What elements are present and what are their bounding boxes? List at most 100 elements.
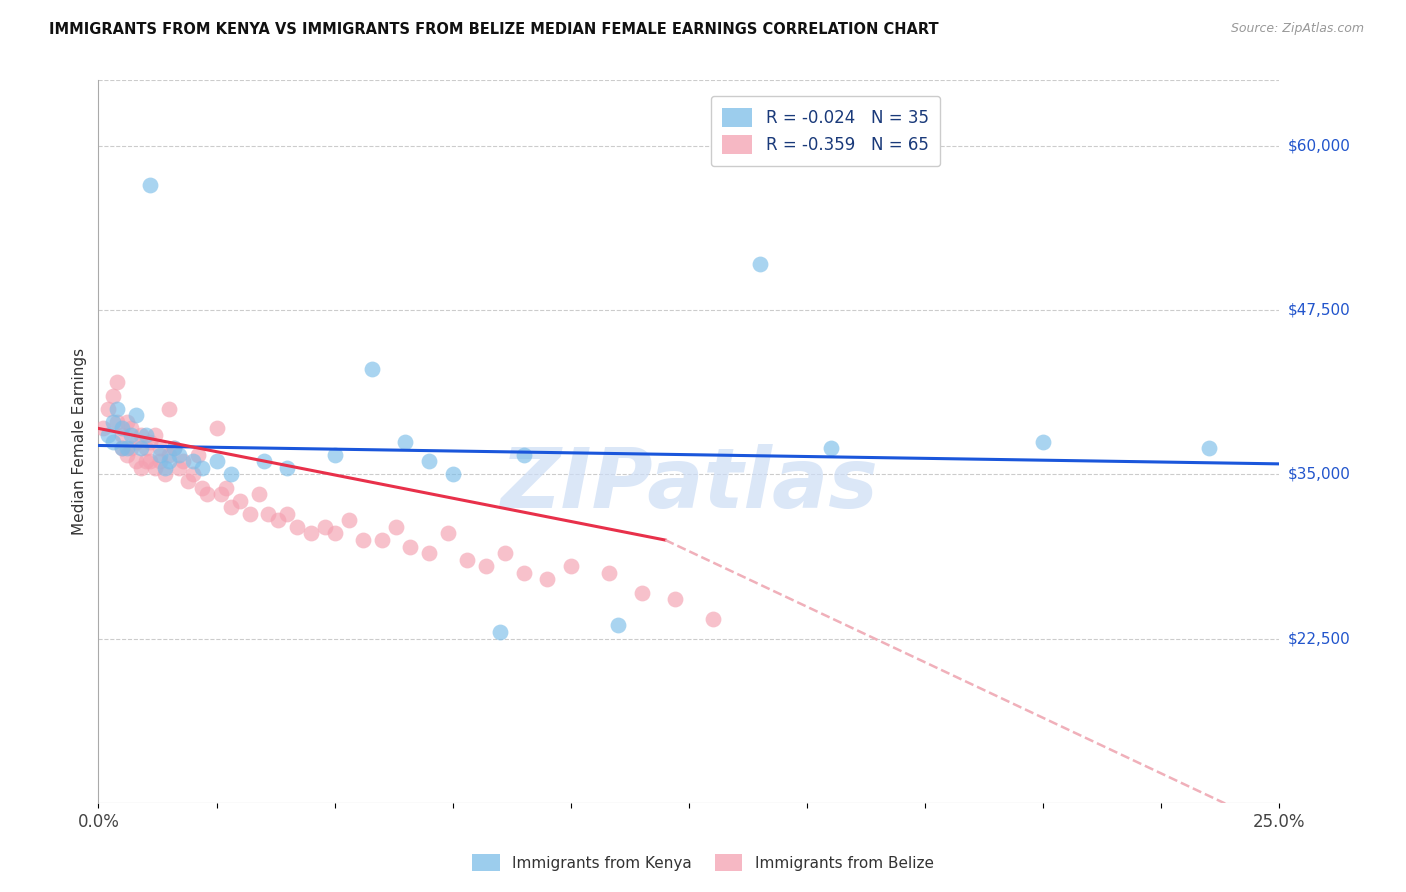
Point — [314, 520, 336, 534]
Point — [135, 428, 157, 442]
Point — [121, 421, 143, 435]
Point — [630, 585, 652, 599]
Point — [361, 362, 384, 376]
Point — [105, 376, 128, 390]
Point — [536, 573, 558, 587]
Point — [512, 448, 534, 462]
Text: $35,000: $35,000 — [1288, 467, 1351, 482]
Point — [371, 533, 394, 547]
Point — [97, 428, 120, 442]
Point — [125, 434, 148, 449]
Legend: R = -0.024   N = 35, R = -0.359   N = 65: R = -0.024 N = 35, R = -0.359 N = 65 — [711, 95, 941, 166]
Text: $22,500: $22,500 — [1288, 632, 1351, 646]
Point — [257, 507, 280, 521]
Point — [205, 421, 228, 435]
Point — [153, 460, 176, 475]
Text: $47,500: $47,500 — [1288, 302, 1351, 318]
Point — [219, 500, 242, 515]
Point — [105, 401, 128, 416]
Point — [191, 460, 214, 475]
Point — [285, 520, 308, 534]
Point — [121, 428, 143, 442]
Point — [187, 448, 209, 462]
Point — [247, 487, 270, 501]
Point — [512, 566, 534, 580]
Point — [494, 546, 516, 560]
Point — [163, 441, 186, 455]
Point — [1198, 441, 1220, 455]
Point — [111, 441, 134, 455]
Point — [598, 566, 620, 580]
Point — [101, 388, 124, 402]
Point — [115, 448, 138, 462]
Point — [437, 526, 460, 541]
Point — [139, 178, 162, 193]
Point — [215, 481, 238, 495]
Point — [129, 460, 152, 475]
Point — [149, 441, 172, 455]
Point — [229, 493, 252, 508]
Legend: Immigrants from Kenya, Immigrants from Belize: Immigrants from Kenya, Immigrants from B… — [467, 848, 939, 877]
Point — [101, 434, 124, 449]
Point — [167, 448, 190, 462]
Point — [125, 454, 148, 468]
Point — [456, 553, 478, 567]
Point — [418, 454, 440, 468]
Text: IMMIGRANTS FROM KENYA VS IMMIGRANTS FROM BELIZE MEDIAN FEMALE EARNINGS CORRELATI: IMMIGRANTS FROM KENYA VS IMMIGRANTS FROM… — [49, 22, 939, 37]
Point — [820, 441, 842, 455]
Point — [205, 454, 228, 468]
Point — [253, 454, 276, 468]
Point — [105, 415, 128, 429]
Point — [664, 592, 686, 607]
Point — [135, 454, 157, 468]
Point — [149, 448, 172, 462]
Point — [607, 618, 630, 632]
Point — [111, 441, 134, 455]
Point — [121, 441, 143, 455]
Point — [394, 434, 416, 449]
Point — [239, 507, 262, 521]
Point — [172, 454, 194, 468]
Point — [323, 526, 346, 541]
Point — [129, 441, 152, 455]
Point — [97, 401, 120, 416]
Point — [418, 546, 440, 560]
Point — [337, 513, 360, 527]
Point — [489, 625, 512, 640]
Point — [153, 467, 176, 482]
Point — [177, 474, 200, 488]
Point — [139, 454, 162, 468]
Point — [399, 540, 422, 554]
Point — [1032, 434, 1054, 449]
Point — [352, 533, 374, 547]
Point — [748, 257, 770, 271]
Point — [560, 559, 582, 574]
Point — [441, 467, 464, 482]
Point — [125, 409, 148, 423]
Point — [276, 507, 298, 521]
Point — [209, 487, 232, 501]
Point — [157, 454, 180, 468]
Point — [115, 415, 138, 429]
Point — [157, 401, 180, 416]
Point — [143, 460, 166, 475]
Point — [149, 454, 172, 468]
Point — [143, 428, 166, 442]
Point — [115, 441, 138, 455]
Point — [276, 460, 298, 475]
Point — [135, 441, 157, 455]
Text: $60,000: $60,000 — [1288, 138, 1351, 153]
Point — [157, 448, 180, 462]
Point — [475, 559, 498, 574]
Point — [129, 428, 152, 442]
Point — [163, 441, 186, 455]
Point — [181, 454, 204, 468]
Text: ZIPatlas: ZIPatlas — [501, 444, 877, 525]
Point — [299, 526, 322, 541]
Point — [111, 421, 134, 435]
Point — [181, 467, 204, 482]
Point — [267, 513, 290, 527]
Point — [91, 421, 114, 435]
Point — [167, 460, 190, 475]
Y-axis label: Median Female Earnings: Median Female Earnings — [72, 348, 87, 535]
